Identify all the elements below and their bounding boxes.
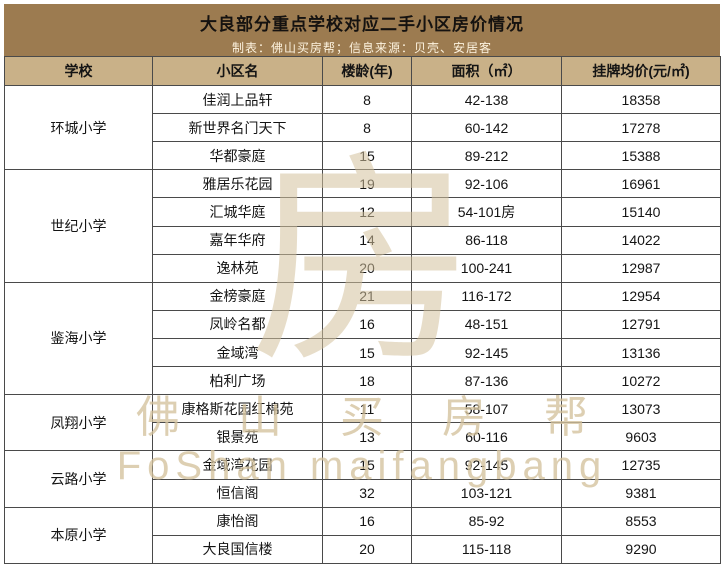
table-cell: 9290 [561, 534, 721, 564]
table-cell: 8 [322, 113, 412, 143]
table-cell: 10272 [561, 366, 721, 396]
table-cell: 15140 [561, 197, 721, 227]
table-cell: 54-101房 [411, 197, 562, 227]
table-cell: 12987 [561, 253, 721, 283]
table-row: 环城小学 佳润上品轩 8 42-138 18358 [4, 84, 721, 171]
table-cell: 115-118 [411, 534, 562, 564]
table-cell: 58-107 [411, 394, 562, 424]
table-cell: 8553 [561, 506, 721, 536]
table-cell: 12 [322, 197, 412, 227]
table-cell: 凤岭名都 [152, 309, 323, 339]
table-cell: 9381 [561, 478, 721, 508]
table-cell: 9603 [561, 422, 721, 452]
table-cell: 雅居乐花园 [152, 169, 323, 199]
page-title: 大良部分重点学校对应二手小区房价情况 [200, 15, 524, 34]
table-cell: 19 [322, 169, 412, 199]
column-header: 小区名 [152, 56, 323, 86]
column-header: 挂牌均价(元/㎡) [561, 56, 721, 86]
table-cell: 汇城华庭 [152, 197, 323, 227]
table-cell: 12735 [561, 450, 721, 480]
table-cell: 20 [322, 253, 412, 283]
table-cell: 华都豪庭 [152, 141, 323, 171]
table-row: 恒信阁 32 103-121 9381 [5, 478, 721, 508]
table-cell: 金域湾花园 [152, 450, 323, 480]
table-cell: 逸林苑 [152, 253, 323, 283]
column-header: 楼龄(年) [322, 56, 412, 86]
table-cell: 48-151 [411, 309, 562, 339]
table-cell: 新世界名门天下 [152, 113, 323, 143]
table-header-row: 学校 小区名 楼龄(年) 面积（㎡） 挂牌均价(元/㎡) [4, 56, 721, 86]
table-cell: 康怡阁 [152, 506, 323, 536]
table-cell: 60-116 [411, 422, 562, 452]
title-bar: 大良部分重点学校对应二手小区房价情况 制表：佛山买房帮；信息来源：贝壳、安居客 [4, 4, 720, 56]
table-cell: 13136 [561, 337, 721, 368]
table-cell: 16 [322, 309, 412, 339]
table-cell: 康格斯花园红棉苑 [152, 394, 323, 424]
table-cell: 87-136 [411, 366, 562, 396]
table-cell: 60-142 [411, 113, 562, 143]
table-cell: 14022 [561, 225, 721, 255]
school-cell: 世纪小学 [4, 169, 153, 283]
table-cell: 16 [322, 506, 412, 536]
table-row: 大良国信楼 20 115-118 9290 [5, 534, 721, 564]
table-cell: 8 [322, 84, 412, 115]
table-cell: 86-118 [411, 225, 562, 255]
table-row: 逸林苑 20 100-241 12987 [5, 253, 721, 283]
table-cell: 银景苑 [152, 422, 323, 452]
school-cell: 云路小学 [4, 450, 153, 508]
table-cell: 12954 [561, 281, 721, 311]
table-cell: 13 [322, 422, 412, 452]
table-cell: 32 [322, 478, 412, 508]
table-cell: 佳润上品轩 [152, 84, 323, 115]
table-row: 本原小学 康怡阁 16 85-92 8553 [4, 506, 721, 564]
table-cell: 16961 [561, 169, 721, 199]
column-header: 学校 [4, 56, 153, 86]
price-table: 学校 小区名 楼龄(年) 面积（㎡） 挂牌均价(元/㎡) 环城小学 佳润上品轩 8 42-13… [4, 56, 721, 564]
table-cell: 89-212 [411, 141, 562, 171]
table-row: 汇城华庭 12 54-101房 15140 [5, 197, 721, 227]
table-cell: 116-172 [411, 281, 562, 311]
table-cell: 20 [322, 534, 412, 564]
table-cell: 15 [322, 141, 412, 171]
table-row: 世纪小学 雅居乐花园 19 92-106 16961 [4, 169, 721, 283]
table-row: 华都豪庭 15 89-212 15388 [5, 141, 721, 171]
table-row: 凤翔小学 康格斯花园红棉苑 11 58-107 13073 [4, 394, 721, 452]
table-cell: 92-106 [411, 169, 562, 199]
table-cell: 15 [322, 450, 412, 480]
table-cell: 恒信阁 [152, 478, 323, 508]
table-cell: 103-121 [411, 478, 562, 508]
page-subtitle: 制表：佛山买房帮；信息来源：贝壳、安居客 [231, 41, 492, 55]
table-cell: 柏利广场 [152, 366, 323, 396]
table-cell: 100-241 [411, 253, 562, 283]
table-cell: 17278 [561, 113, 721, 143]
table-cell: 92-145 [411, 337, 562, 368]
table-cell: 85-92 [411, 506, 562, 536]
table-row: 柏利广场 18 87-136 10272 [5, 366, 721, 396]
table-row: 鉴海小学 金榜豪庭 21 116-172 12954 [4, 281, 721, 396]
table-cell: 18 [322, 366, 412, 396]
table-cell: 金榜豪庭 [152, 281, 323, 311]
table-cell: 15388 [561, 141, 721, 171]
table-cell: 13073 [561, 394, 721, 424]
table-cell: 11 [322, 394, 412, 424]
table-cell: 金域湾 [152, 337, 323, 368]
table-cell: 14 [322, 225, 412, 255]
table-cell: 92-145 [411, 450, 562, 480]
table-cell: 嘉年华府 [152, 225, 323, 255]
table-cell: 12791 [561, 309, 721, 339]
table-cell: 42-138 [411, 84, 562, 115]
school-cell: 凤翔小学 [4, 394, 153, 452]
school-cell: 本原小学 [4, 506, 153, 564]
column-header: 面积（㎡） [411, 56, 562, 86]
table-cell: 大良国信楼 [152, 534, 323, 564]
school-cell: 鉴海小学 [4, 281, 153, 396]
table-cell: 15 [322, 337, 412, 368]
school-cell: 环城小学 [4, 84, 153, 171]
table-row: 云路小学 金域湾花园 15 92-145 12735 [4, 450, 721, 508]
table-cell: 21 [322, 281, 412, 311]
table-cell: 18358 [561, 84, 721, 115]
